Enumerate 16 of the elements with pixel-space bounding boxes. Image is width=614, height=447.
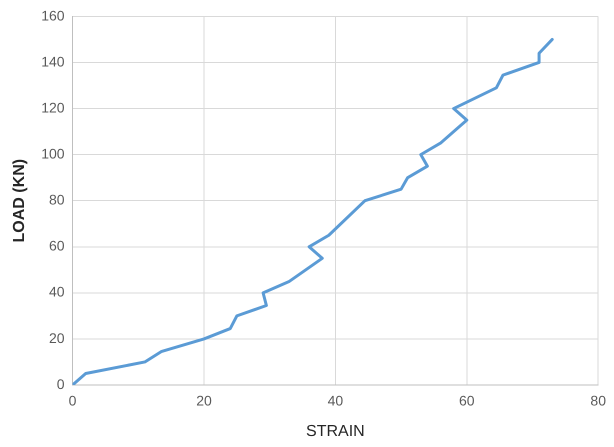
x-axis-title: STRAIN <box>306 422 365 440</box>
y-tick-label: 120 <box>41 99 65 116</box>
y-tick-label: 140 <box>41 53 65 70</box>
y-tick-label: 100 <box>41 145 65 162</box>
y-tick-label: 60 <box>48 238 65 254</box>
y-tick-label: 40 <box>48 284 65 300</box>
y-axis-title: LOAD (KN) <box>11 158 28 242</box>
y-tick-label: 160 <box>41 7 65 24</box>
x-tick-label: 40 <box>328 392 344 408</box>
x-tick-label: 0 <box>68 392 77 408</box>
y-tick-label: 20 <box>48 330 65 346</box>
x-tick-label: 80 <box>590 392 606 408</box>
x-tick-label: 20 <box>196 392 212 408</box>
x-tick-label: 60 <box>459 392 475 408</box>
y-tick-label: 0 <box>56 376 65 392</box>
y-tick-label: 80 <box>48 192 65 208</box>
